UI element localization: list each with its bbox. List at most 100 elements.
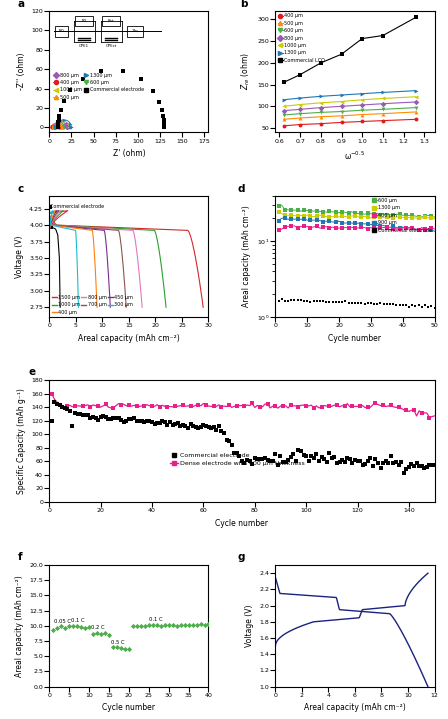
Point (326, 211, 333, 222)
Point (49, 122, 56, 133)
Point (98, 65, 105, 76)
Point (405, 301, 413, 312)
Point (388, 400, 395, 411)
Point (53, 122, 60, 133)
Point (295, 444, 302, 456)
Point (58, 122, 65, 133)
Point (243, 454, 250, 465)
Point (95, 400, 102, 411)
Point (297, 112, 304, 124)
Point (336, 457, 343, 468)
Point (412, 102, 419, 114)
Point (160, 116, 168, 128)
Point (272, 449, 279, 460)
Point (138, 73, 145, 85)
Point (280, 105, 287, 116)
Point (179, 418, 186, 430)
Point (63, 121, 70, 132)
Point (63, 122, 70, 133)
Point (113, 641, 121, 653)
Point (65, 118, 72, 129)
Point (79, 409, 86, 421)
Point (280, 400, 287, 411)
Point (58, 122, 65, 133)
Point (297, 446, 305, 457)
Point (62, 119, 69, 130)
Point (231, 447, 238, 459)
Point (400, 468, 407, 480)
Point (86, 621, 93, 633)
Point (345, 217, 352, 229)
Point (317, 118, 324, 129)
Point (318, 401, 325, 413)
Point (49, 122, 56, 133)
Point (402, 209, 409, 221)
Point (48, 122, 56, 133)
Point (415, 224, 422, 235)
Point (426, 459, 433, 471)
Point (60, 122, 68, 133)
Point (364, 218, 371, 229)
Point (225, 435, 233, 446)
Point (331, 452, 338, 463)
Point (161, 122, 168, 133)
Point (48, 415, 56, 426)
Point (117, 642, 125, 654)
Point (87, 412, 94, 423)
Point (317, 106, 324, 118)
Point (288, 210, 295, 221)
Point (84, 410, 91, 421)
Point (241, 457, 248, 468)
Point (202, 399, 210, 411)
Y-axis label: Areal capacity (mAh cm⁻²): Areal capacity (mAh cm⁻²) (15, 575, 24, 677)
Point (156, 418, 164, 429)
Point (161, 122, 168, 133)
Point (181, 620, 188, 631)
Point (56, 120, 63, 132)
Point (431, 459, 438, 471)
Point (423, 461, 431, 472)
Point (370, 298, 378, 309)
Point (422, 211, 429, 222)
Point (154, 417, 161, 429)
Point (197, 618, 204, 630)
Point (60, 114, 68, 126)
Point (377, 462, 384, 473)
Point (415, 213, 422, 224)
Point (294, 211, 301, 222)
Point (56, 110, 63, 122)
Point (179, 400, 186, 411)
Point (225, 399, 233, 411)
Point (370, 209, 378, 220)
Point (415, 211, 422, 222)
Point (53, 398, 60, 410)
Point (281, 295, 289, 306)
Point (94, 627, 101, 638)
Point (358, 218, 365, 229)
Point (422, 224, 429, 235)
Point (402, 223, 409, 234)
Point (159, 416, 166, 427)
Point (50, 119, 57, 131)
Point (317, 91, 324, 102)
Point (52, 122, 59, 133)
Point (280, 77, 287, 88)
Point (338, 96, 345, 107)
Point (164, 419, 171, 431)
Point (68, 122, 75, 133)
Point (319, 211, 327, 222)
Point (193, 619, 200, 631)
Point (402, 299, 409, 311)
Point (278, 293, 285, 305)
Point (133, 415, 140, 426)
Point (409, 223, 416, 234)
Point (315, 455, 323, 467)
Point (358, 208, 365, 219)
Legend: 800 μm, 400 μm, 1000 μm, 500 μm, 1300 μm, 600 μm, Commercial electrode: 800 μm, 400 μm, 1000 μm, 500 μm, 1300 μm… (53, 73, 144, 100)
Point (375, 457, 382, 468)
Point (377, 298, 384, 309)
Point (379, 87, 387, 99)
Point (105, 413, 112, 425)
Point (102, 411, 109, 423)
Point (220, 428, 228, 439)
